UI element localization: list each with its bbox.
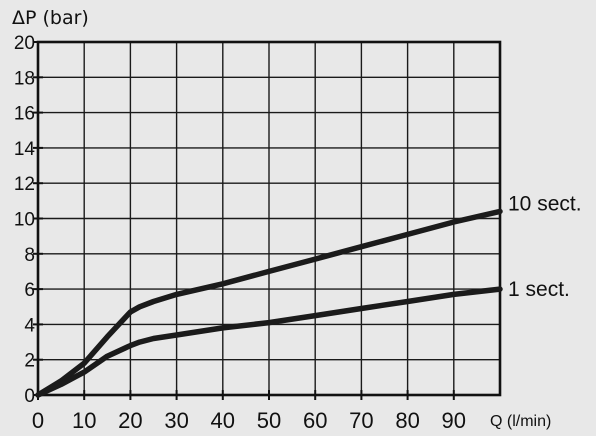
series-label-one-sect: 1 sect.: [508, 278, 570, 301]
x-tick-labels: 0 10 20 30 40 50 60 70 80 90: [32, 408, 466, 433]
y-tick-label: 0: [24, 386, 35, 407]
x-tick-label: 30: [164, 408, 188, 433]
series-line-one-sect: [35, 286, 503, 398]
x-tick-label: 70: [349, 408, 373, 433]
y-tick-label: 4: [24, 315, 35, 336]
y-tick-labels: 0 2 4 6 8 10 12 14 16 18 20: [14, 33, 36, 407]
x-tick-label: 80: [395, 408, 419, 433]
x-tick-label: 60: [303, 408, 327, 433]
y-tick-label: 10: [14, 210, 35, 231]
y-tick-label: 8: [24, 245, 35, 266]
x-tick-label: 0: [32, 408, 44, 433]
x-axis-label: Q (l/min): [490, 413, 551, 430]
x-tick-label: 10: [72, 408, 96, 433]
y-axis-label: ΔP (bar): [12, 7, 89, 29]
x-tick-label: 90: [442, 408, 466, 433]
series-line-ten-sect: [35, 208, 503, 398]
y-tick-label: 12: [14, 174, 35, 195]
y-tick-label: 6: [24, 280, 35, 301]
series-labels: 10 sect. 1 sect.: [508, 192, 582, 301]
y-tick-label: 14: [14, 139, 36, 160]
x-tick-label: 50: [257, 408, 281, 433]
y-tick-label: 2: [24, 351, 35, 372]
series-lines: [35, 208, 503, 398]
y-tick-label: 18: [14, 68, 35, 89]
x-tick-label: 40: [211, 408, 235, 433]
x-tick-label: 20: [118, 408, 142, 433]
y-tick-label: 20: [14, 33, 35, 54]
y-tick-label: 16: [14, 104, 35, 125]
tick-marks: [33, 41, 455, 400]
grid: [38, 42, 500, 395]
series-label-ten-sect: 10 sect.: [508, 192, 582, 215]
